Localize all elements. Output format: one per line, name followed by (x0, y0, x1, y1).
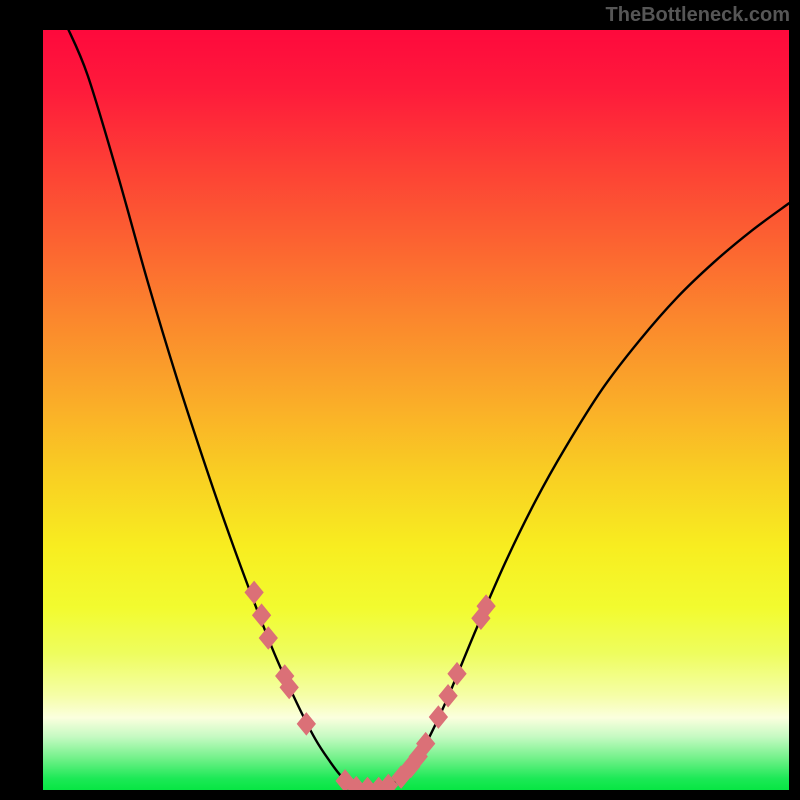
scatter-group (245, 581, 495, 790)
scatter-marker (429, 706, 447, 728)
scatter-marker (448, 663, 466, 685)
scatter-marker (297, 713, 315, 735)
curve-line (67, 30, 789, 789)
scatter-marker (259, 627, 277, 649)
scatter-marker (439, 685, 457, 707)
chart-svg (43, 30, 789, 790)
watermark-text: TheBottleneck.com (606, 4, 790, 27)
plot-area (43, 30, 789, 790)
